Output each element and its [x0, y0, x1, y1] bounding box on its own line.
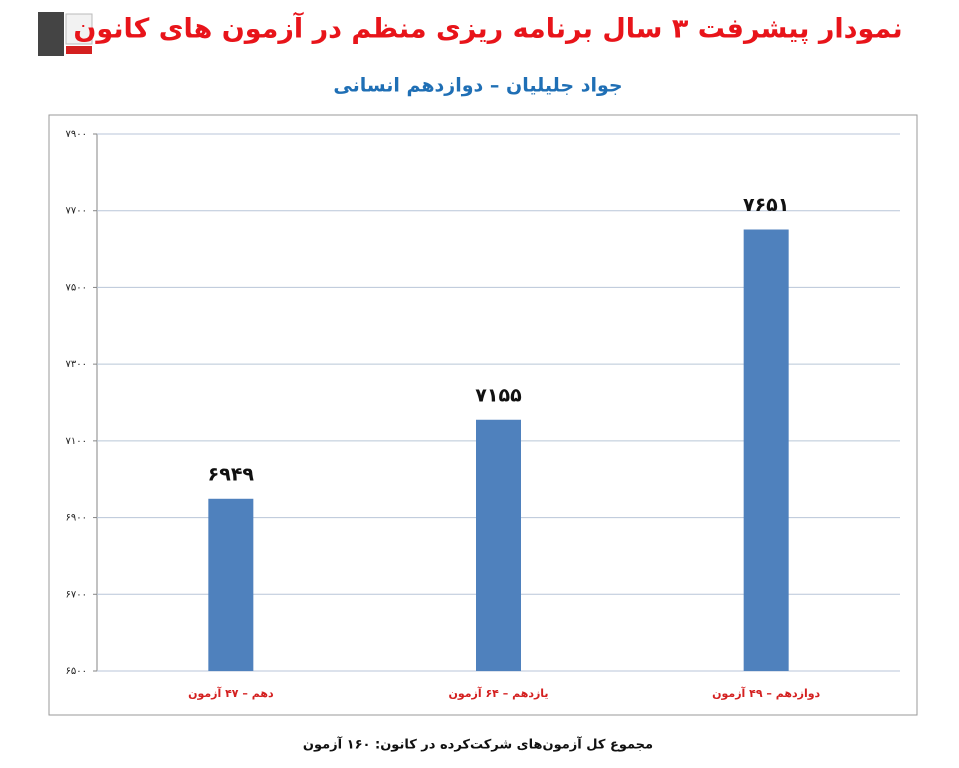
y-tick-label: ۶۵۰۰ — [66, 666, 87, 677]
chart-subtitle: جواد جلیلیان – دوازدهم انسانی — [333, 75, 622, 97]
bar — [743, 229, 789, 672]
y-tick-label: ۷۱۰۰ — [66, 436, 87, 447]
bar — [476, 419, 521, 671]
y-tick-label: ۶۹۰۰ — [66, 513, 87, 524]
y-tick-label: ۶۷۰۰ — [66, 589, 87, 600]
x-tick-label: دهم – ۴۷ آزمون — [188, 686, 274, 700]
chart-title: نمودار پیشرفت ۳ سال برنامه ریزی منظم در … — [73, 12, 902, 45]
footer-note: مجموع کل آزمون‌های شرکت‌کرده در کانون: ۱… — [303, 736, 653, 753]
logo-figure — [38, 12, 64, 56]
logo-panel — [65, 13, 93, 45]
x-tick-label: یازدهم – ۶۴ آزمون — [448, 686, 548, 700]
bar — [208, 498, 254, 671]
y-tick-label: ۷۷۰۰ — [66, 206, 87, 217]
value-label: ۷۶۵۱ — [743, 194, 789, 216]
x-tick-label: دوازدهم – ۴۹ آزمون — [712, 686, 820, 700]
logo-band — [66, 46, 92, 54]
logo — [38, 12, 93, 56]
chart-frame — [48, 114, 918, 716]
value-label: ۷۱۵۵ — [475, 384, 522, 406]
value-label: ۶۹۴۹ — [208, 463, 255, 485]
y-tick-label: ۷۳۰۰ — [66, 359, 87, 370]
y-tick-label: ۷۹۰۰ — [66, 129, 87, 140]
y-tick-label: ۷۵۰۰ — [66, 282, 87, 293]
